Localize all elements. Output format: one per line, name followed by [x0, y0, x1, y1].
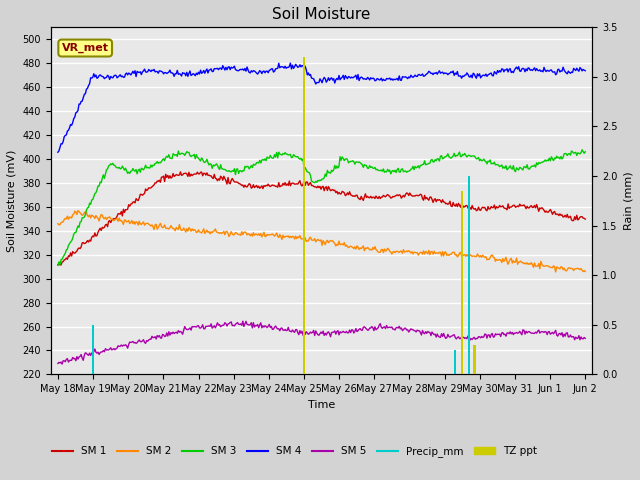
X-axis label: Time: Time	[308, 400, 335, 409]
Bar	[474, 345, 476, 374]
Bar	[468, 176, 470, 374]
Y-axis label: Rain (mm): Rain (mm)	[623, 171, 633, 230]
Bar	[92, 325, 94, 374]
Text: VR_met: VR_met	[61, 43, 109, 53]
Bar	[461, 191, 463, 374]
Legend: SM 1, SM 2, SM 3, SM 4, SM 5, Precip_mm, TZ ppt: SM 1, SM 2, SM 3, SM 4, SM 5, Precip_mm,…	[48, 442, 541, 461]
Bar	[303, 57, 305, 374]
Y-axis label: Soil Moisture (mV): Soil Moisture (mV)	[7, 150, 17, 252]
Bar	[454, 349, 456, 374]
Title: Soil Moisture: Soil Moisture	[273, 7, 371, 22]
